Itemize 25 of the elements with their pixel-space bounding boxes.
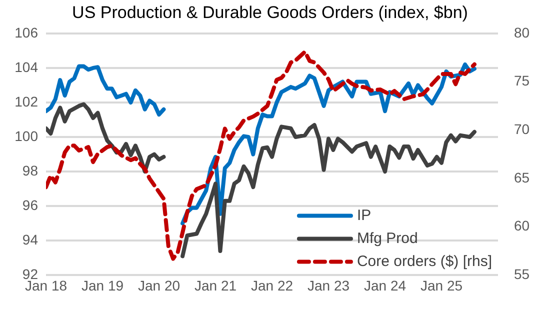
y-tick-label: 98: [22, 162, 38, 178]
y-tick-label: 92: [22, 266, 38, 282]
legend-label: IP: [356, 206, 372, 224]
y-tick-label: 104: [14, 58, 38, 75]
legend-label: Core orders ($) [rhs]: [356, 252, 492, 270]
y2-tick-label: 55: [514, 266, 530, 282]
x-tick-label: Jan 19: [81, 277, 124, 294]
y-tick-label: 96: [22, 196, 38, 213]
y-tick-label: 102: [14, 93, 38, 110]
x-tick-label: Jan 24: [364, 277, 406, 294]
y2-tick-label: 60: [514, 218, 530, 234]
x-tick-label: Jan 22: [250, 277, 294, 294]
y2-tick-label: 80: [514, 24, 530, 40]
y2-tick-label: 70: [514, 120, 530, 137]
y-tick-label: 100: [14, 128, 38, 144]
x-tick-label: Jan 21: [194, 277, 237, 294]
chart-title: US Production & Durable Goods Orders (index, $bn): [72, 2, 468, 22]
y-tick-label: 106: [14, 24, 38, 40]
y2-tick-label: 65: [514, 169, 530, 186]
y-tick-label: 94: [22, 232, 38, 248]
x-tick-label: Jan 20: [138, 277, 180, 294]
x-tick-label: Jan 25: [420, 277, 463, 294]
legend-label: Mfg Prod: [356, 230, 418, 247]
x-tick-label: Jan 23: [307, 277, 350, 294]
y2-tick-label: 75: [514, 72, 530, 89]
